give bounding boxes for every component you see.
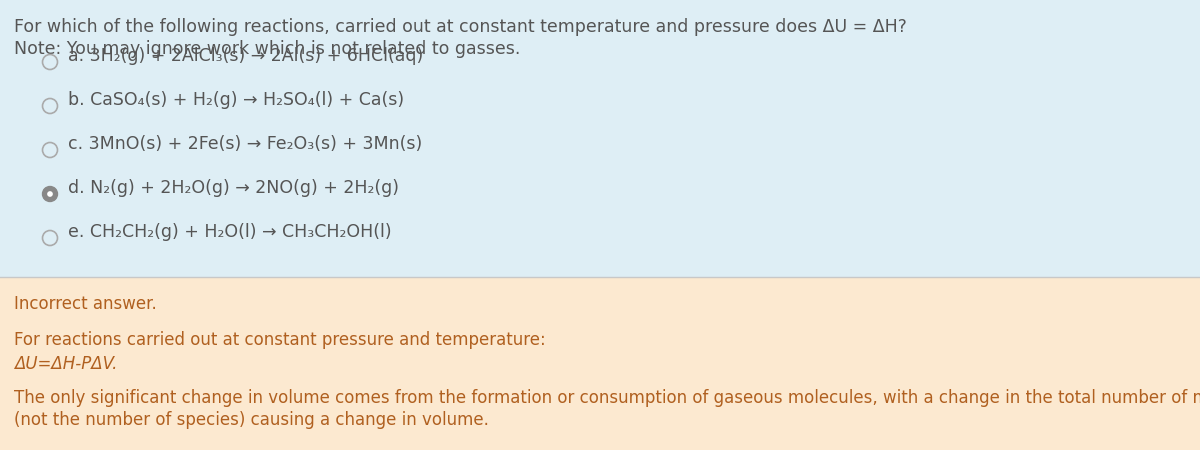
Text: For which of the following reactions, carried out at constant temperature and pr: For which of the following reactions, ca…: [14, 18, 907, 36]
Text: b. CaSO₄(s) + H₂(g) → H₂SO₄(l) + Ca(s): b. CaSO₄(s) + H₂(g) → H₂SO₄(l) + Ca(s): [68, 91, 404, 109]
Circle shape: [42, 230, 58, 246]
Bar: [0, 277, 1200, 450]
Text: d. N₂(g) + 2H₂O(g) → 2NO(g) + 2H₂(g): d. N₂(g) + 2H₂O(g) → 2NO(g) + 2H₂(g): [68, 179, 398, 197]
Text: ΔU=ΔH-PΔV.: ΔU=ΔH-PΔV.: [14, 355, 118, 373]
Bar: [0, 0, 1200, 277]
Text: Note: You may ignore work which is not related to gasses.: Note: You may ignore work which is not r…: [14, 40, 521, 58]
Circle shape: [42, 143, 58, 158]
Text: The only significant change in volume comes from the formation or consumption of: The only significant change in volume co…: [14, 389, 1200, 407]
Text: e. CH₂CH₂(g) + H₂O(l) → CH₃CH₂OH(l): e. CH₂CH₂(g) + H₂O(l) → CH₃CH₂OH(l): [68, 223, 391, 241]
Circle shape: [42, 54, 58, 69]
Circle shape: [47, 191, 53, 197]
Text: (not the number of species) causing a change in volume.: (not the number of species) causing a ch…: [14, 411, 488, 429]
Text: Incorrect answer.: Incorrect answer.: [14, 295, 157, 313]
Text: a. 3H₂(g) + 2AlCl₃(s) → 2Al(s) + 6HCl(aq): a. 3H₂(g) + 2AlCl₃(s) → 2Al(s) + 6HCl(aq…: [68, 47, 424, 65]
Circle shape: [42, 186, 58, 202]
Text: For reactions carried out at constant pressure and temperature:: For reactions carried out at constant pr…: [14, 331, 546, 349]
Circle shape: [42, 99, 58, 113]
Text: c. 3MnO(s) + 2Fe(s) → Fe₂O₃(s) + 3Mn(s): c. 3MnO(s) + 2Fe(s) → Fe₂O₃(s) + 3Mn(s): [68, 135, 422, 153]
